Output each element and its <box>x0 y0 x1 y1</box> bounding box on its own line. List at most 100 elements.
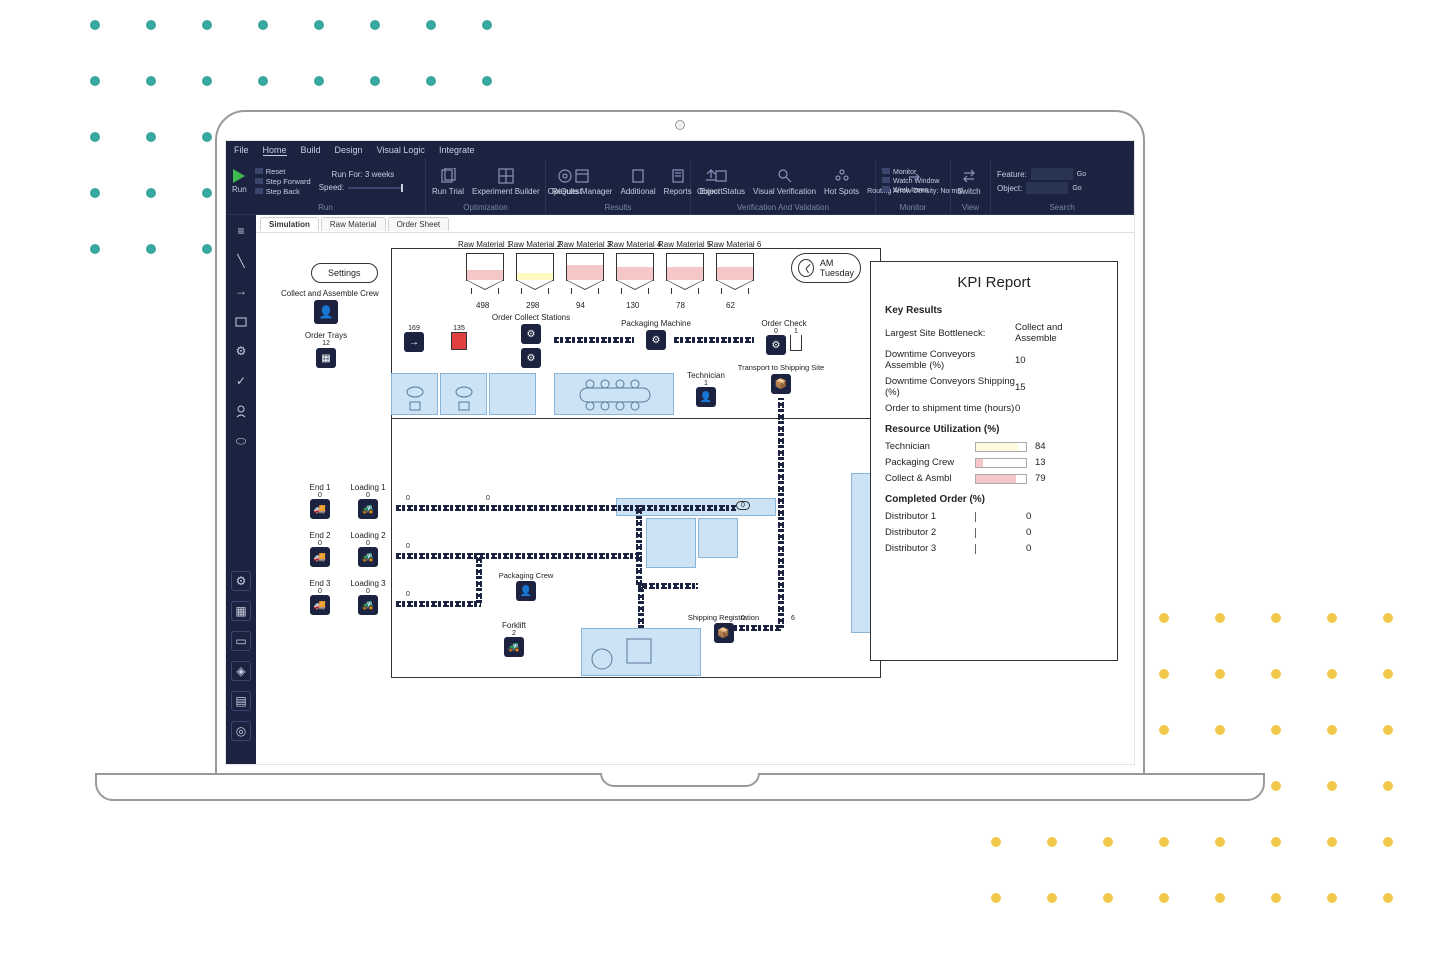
end-label: End 2 <box>304 531 336 540</box>
menu-file[interactable]: File <box>234 145 249 155</box>
visual-verification-button[interactable]: Visual Verification <box>753 167 816 196</box>
package-icon: 📦 <box>714 623 734 643</box>
packaging-machine-label: Packaging Machine <box>616 319 696 328</box>
speed-slider[interactable] <box>348 187 403 189</box>
app-window: File Home Build Design Visual Logic Inte… <box>225 140 1135 765</box>
tool-rect-icon[interactable]: ▭ <box>231 631 251 651</box>
sidebar: ≡ ╲ → ⚙ ✓ ⬭ ⚙ ▦ ▭ ◈ ▤ ◎ <box>226 215 256 764</box>
step-forward-button[interactable]: Step Forward <box>255 177 311 186</box>
kpi-row: Downtime Conveyors Shipping (%)15 <box>885 376 1103 398</box>
hopper-value: 498 <box>476 301 489 310</box>
hopper[interactable] <box>566 253 604 294</box>
hot-spots-button[interactable]: Hot Spots <box>824 167 859 196</box>
arrow-icon: → <box>404 332 424 352</box>
end-dock[interactable]: End 20🚚 <box>304 531 336 567</box>
package-icon: 📦 <box>771 374 791 394</box>
object-status-button[interactable]: Object Status <box>697 167 745 196</box>
menu-home[interactable]: Home <box>263 145 287 156</box>
object-go-button[interactable]: Go <box>1072 185 1088 192</box>
experiment-builder-button[interactable]: Experiment Builder <box>472 167 540 196</box>
trays-icon: ▦ <box>316 348 336 368</box>
feature-input[interactable] <box>1031 168 1073 180</box>
link-icon[interactable]: ⬭ <box>231 431 251 451</box>
tool-diamond-icon[interactable]: ◈ <box>231 661 251 681</box>
visual-ver-label: Visual Verification <box>753 187 816 196</box>
tool-gear-boxed-icon[interactable]: ⚙ <box>231 571 251 591</box>
simulation-canvas[interactable]: Settings AM Tuesday Raw Material 1498Raw… <box>256 233 1134 764</box>
end-label: End 3 <box>304 579 336 588</box>
gear-icon[interactable]: ⚙ <box>231 341 251 361</box>
end-dock[interactable]: End 30🚚 <box>304 579 336 615</box>
container-icon[interactable] <box>231 311 251 331</box>
laptop-screen: File Home Build Design Visual Logic Inte… <box>215 110 1145 775</box>
kpi-value: 10 <box>1015 355 1103 366</box>
hopper-label: Raw Material 4 <box>608 240 661 249</box>
hopper[interactable] <box>466 253 504 294</box>
hopper[interactable] <box>616 253 654 294</box>
check-icon[interactable]: ✓ <box>231 371 251 391</box>
tab-raw-material[interactable]: Raw Material <box>321 217 386 231</box>
watch-window-item[interactable]: Watch Window <box>882 177 939 185</box>
menu-visual-logic[interactable]: Visual Logic <box>377 145 425 155</box>
menu-design[interactable]: Design <box>335 145 363 155</box>
tool-disc-icon[interactable]: ◎ <box>231 721 251 741</box>
reset-button[interactable]: Reset <box>255 167 311 176</box>
menu-build[interactable]: Build <box>301 145 321 155</box>
switch-button[interactable]: Switch <box>957 167 981 196</box>
packaging-crew-object[interactable]: Packaging Crew 👤 <box>491 571 561 602</box>
hamburger-icon[interactable]: ≡ <box>231 221 251 241</box>
truck-icon: 🚚 <box>310 595 330 615</box>
line-tool-icon[interactable]: ╲ <box>231 251 251 271</box>
transport-object[interactable]: Transport to Shipping Site 📦 <box>736 363 826 396</box>
object-input[interactable] <box>1026 182 1068 194</box>
additional-button[interactable]: Additional <box>620 167 655 196</box>
monitor-item[interactable]: Monitor <box>882 168 939 176</box>
settings-button[interactable]: Settings <box>311 263 378 283</box>
hopper[interactable] <box>666 253 704 294</box>
order-trays-label: Order Trays <box>301 331 351 340</box>
kpi-value: 15 <box>1015 382 1103 393</box>
input-arrow[interactable]: 169 → <box>404 325 424 352</box>
shipping-reg-label: Shipping Registration <box>681 613 766 622</box>
count-zero-pill: 0 <box>736 501 750 510</box>
conveyor <box>778 398 784 628</box>
step-back-button[interactable]: Step Back <box>255 187 311 196</box>
kpi-key: Distributor 2 <box>885 527 975 538</box>
count-zero: 0 <box>741 615 745 622</box>
laptop-base <box>95 773 1265 801</box>
tab-order-sheet[interactable]: Order Sheet <box>388 217 450 231</box>
tool-calendar-icon[interactable]: ▤ <box>231 691 251 711</box>
results-manager-button[interactable]: Results Manager <box>552 167 612 196</box>
kpi-key: Largest Site Bottleneck: <box>885 328 1015 339</box>
tab-simulation[interactable]: Simulation <box>260 217 319 231</box>
kpi-key: Downtime Conveyors Assemble (%) <box>885 349 1015 371</box>
run-trial-button[interactable]: Run Trial <box>432 167 464 196</box>
technician-object[interactable]: Technician 1 👤 <box>681 371 731 407</box>
forklift-object[interactable]: Forklift 2 🚜 <box>494 621 534 657</box>
hopper[interactable] <box>716 253 754 294</box>
end-dock[interactable]: End 10🚚 <box>304 483 336 519</box>
reports-button[interactable]: Reports <box>664 167 692 196</box>
canvas-area: Simulation Raw Material Order Sheet Sett… <box>256 215 1134 764</box>
menu-integrate[interactable]: Integrate <box>439 145 475 155</box>
gear-icon: ⚙ <box>521 324 541 344</box>
loading-dock[interactable]: Loading 30🚜 <box>348 579 388 615</box>
hopper-label: Raw Material 1 <box>458 240 511 249</box>
order-check-object[interactable]: Order Check 0⚙ 1 <box>754 319 814 355</box>
person-icon[interactable] <box>231 401 251 421</box>
shipping-registration-object[interactable]: Shipping Registration 📦 <box>681 613 766 644</box>
count-six: 6 <box>791 615 795 622</box>
tank-object[interactable]: 135 <box>451 325 467 350</box>
tool-grid-icon[interactable]: ▦ <box>231 601 251 621</box>
loading-dock[interactable]: Loading 10🚜 <box>348 483 388 519</box>
hopper[interactable] <box>516 253 554 294</box>
feature-go-button[interactable]: Go <box>1077 171 1093 178</box>
packaging-machine-object[interactable]: Packaging Machine ⚙ <box>616 319 696 352</box>
work-items-item[interactable]: Work Items <box>882 186 939 194</box>
run-button[interactable]: Run <box>232 169 247 194</box>
arrow-tool-icon[interactable]: → <box>231 281 251 301</box>
loading-dock[interactable]: Loading 20🚜 <box>348 531 388 567</box>
collect-crew-object[interactable]: Collect and Assemble Crew 👤 <box>281 289 371 326</box>
order-trays-object[interactable]: Order Trays 12 ▦ <box>301 331 351 369</box>
truck-icon: 🚚 <box>310 547 330 567</box>
